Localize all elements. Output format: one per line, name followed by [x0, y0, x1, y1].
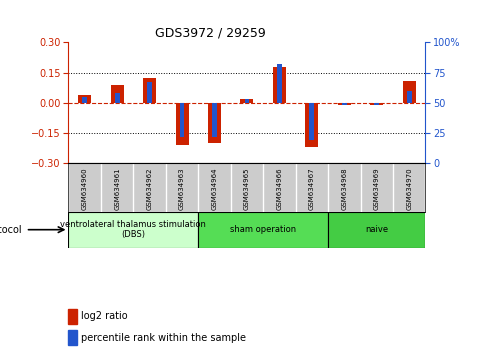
Bar: [402, 81, 415, 103]
Bar: [244, 99, 249, 103]
Text: naive: naive: [365, 225, 387, 234]
Text: GSM634969: GSM634969: [373, 167, 379, 210]
Bar: [276, 64, 281, 103]
Text: GSM634965: GSM634965: [244, 167, 249, 210]
Bar: [82, 97, 87, 103]
Bar: [143, 78, 156, 103]
Text: GSM634967: GSM634967: [308, 167, 314, 210]
Bar: [373, 103, 378, 105]
Bar: [198, 212, 327, 248]
Bar: [369, 103, 383, 105]
Text: protocol: protocol: [0, 225, 22, 235]
Text: GDS3972 / 29259: GDS3972 / 29259: [155, 27, 265, 40]
Bar: [272, 67, 285, 103]
Bar: [68, 212, 198, 248]
Bar: [406, 91, 411, 103]
Text: percentile rank within the sample: percentile rank within the sample: [81, 332, 245, 343]
Bar: [309, 103, 314, 140]
Text: ventrolateral thalamus stimulation
(DBS): ventrolateral thalamus stimulation (DBS): [61, 220, 206, 239]
Text: GSM634960: GSM634960: [81, 167, 87, 210]
Bar: [78, 95, 91, 103]
Bar: [327, 212, 425, 248]
Bar: [68, 309, 77, 324]
Bar: [175, 103, 188, 145]
Bar: [68, 330, 77, 345]
Bar: [305, 103, 318, 147]
Bar: [240, 99, 253, 103]
Text: GSM634962: GSM634962: [146, 167, 152, 210]
Bar: [179, 103, 184, 137]
Bar: [115, 93, 120, 103]
Bar: [147, 82, 152, 103]
Bar: [337, 103, 350, 105]
Bar: [212, 103, 217, 137]
Bar: [341, 103, 346, 105]
Text: GSM634963: GSM634963: [179, 167, 184, 210]
Text: log2 ratio: log2 ratio: [81, 311, 127, 321]
Text: GSM634970: GSM634970: [406, 167, 411, 210]
Text: GSM634961: GSM634961: [114, 167, 120, 210]
Text: sham operation: sham operation: [230, 225, 296, 234]
Bar: [110, 85, 123, 103]
Bar: [207, 103, 221, 143]
Text: GSM634964: GSM634964: [211, 167, 217, 210]
Text: GSM634966: GSM634966: [276, 167, 282, 210]
Text: GSM634968: GSM634968: [341, 167, 346, 210]
